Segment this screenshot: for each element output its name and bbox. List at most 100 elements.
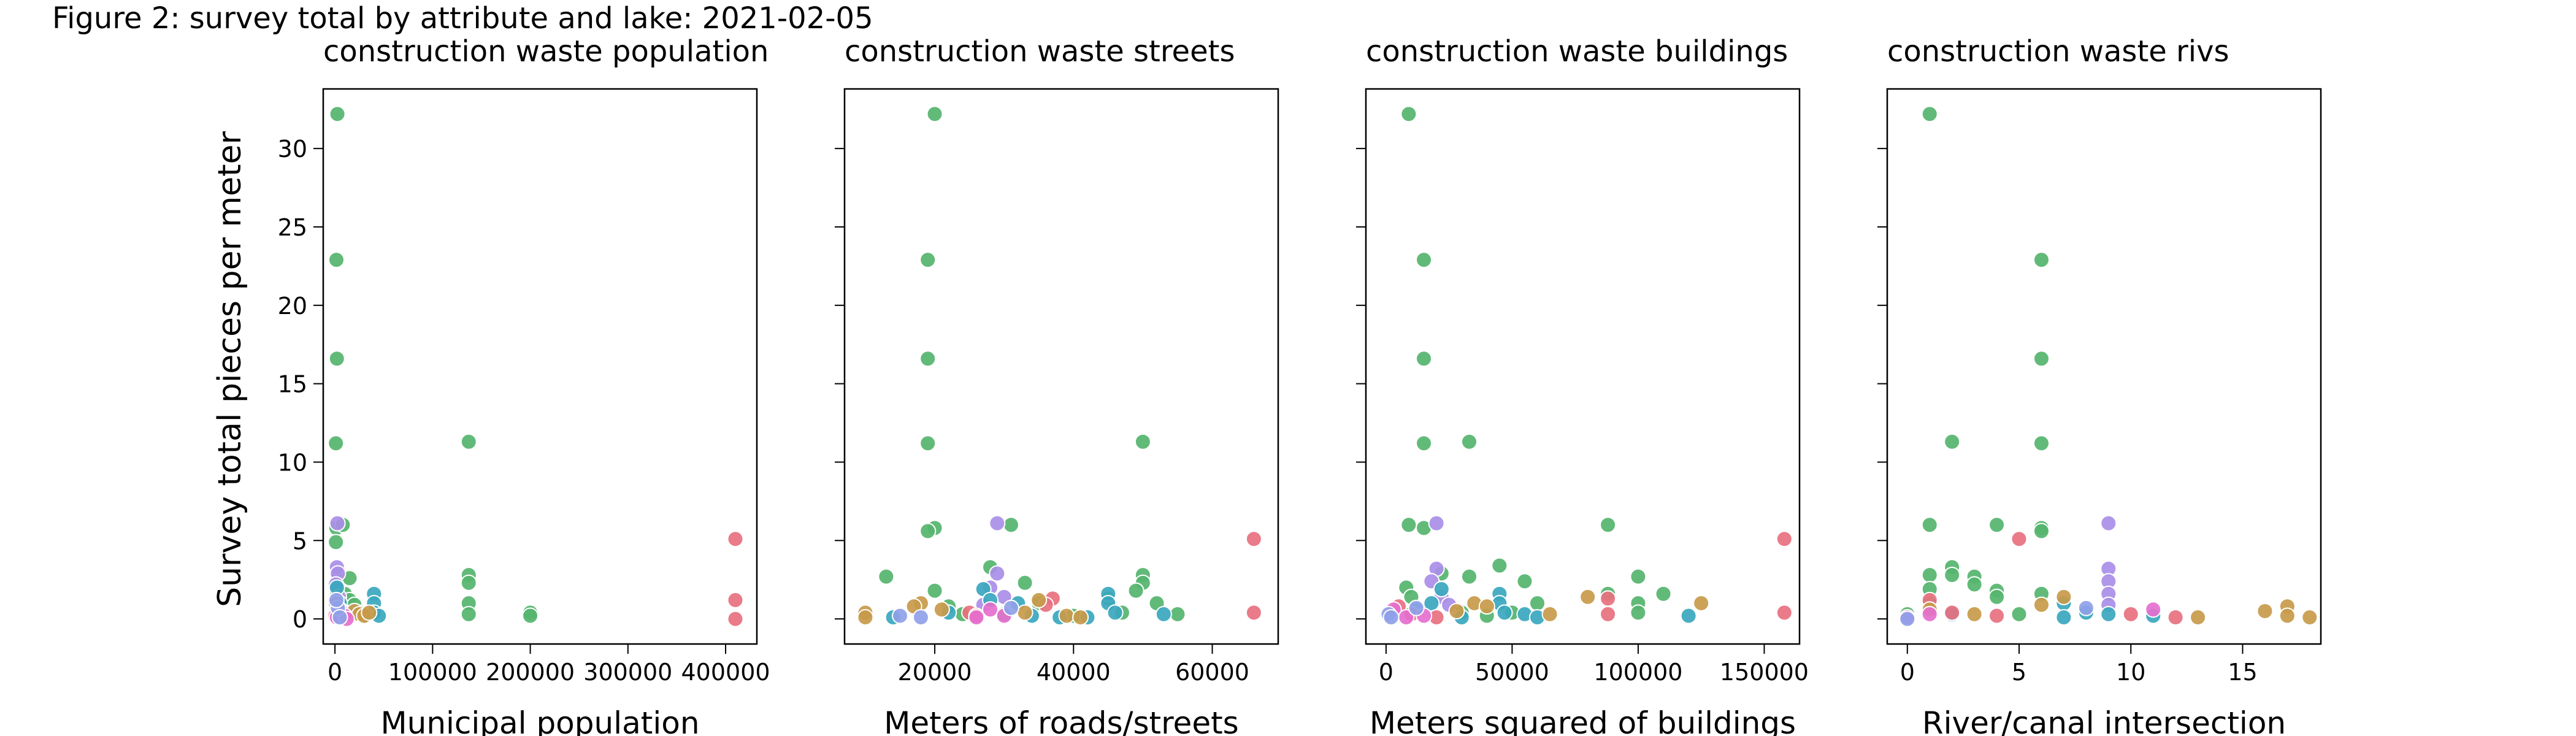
x-tick-label: 5 xyxy=(2012,659,2026,686)
x-tick-label: 40000 xyxy=(1037,659,1111,686)
data-point xyxy=(727,591,744,608)
data-point xyxy=(1529,595,1546,612)
data-point xyxy=(1433,581,1450,598)
series-7 xyxy=(328,591,348,626)
data-point xyxy=(329,515,346,532)
data-point xyxy=(1921,516,1938,534)
data-point xyxy=(328,350,345,367)
data-point xyxy=(460,433,477,450)
data-point xyxy=(919,251,937,269)
subplot-title: construction waste rivs xyxy=(1887,34,2229,69)
data-point xyxy=(2011,605,2028,623)
data-point xyxy=(1693,595,1710,612)
series-2 xyxy=(2100,515,2117,613)
data-point xyxy=(919,523,937,540)
data-point xyxy=(919,350,937,367)
data-point xyxy=(989,565,1006,582)
data-point xyxy=(1478,598,1495,615)
data-point xyxy=(2100,605,2117,623)
data-point xyxy=(1921,567,1938,584)
data-point xyxy=(331,609,348,626)
series-1 xyxy=(328,105,539,624)
data-point xyxy=(328,251,345,269)
data-point xyxy=(1127,582,1144,599)
data-point xyxy=(1655,585,1672,602)
plot-frame xyxy=(322,88,758,645)
subplot-1: construction waste population 0 5 10 15 20 25 3… xyxy=(278,34,770,736)
data-point xyxy=(1516,573,1533,590)
data-point xyxy=(1400,516,1417,534)
data-point xyxy=(328,534,345,551)
data-point xyxy=(1002,599,1019,616)
data-point xyxy=(1541,605,1558,623)
data-point xyxy=(460,574,477,591)
data-point xyxy=(1600,605,1617,623)
data-point xyxy=(1988,607,2006,624)
x-tick-label: 50000 xyxy=(1475,659,1549,686)
data-point xyxy=(1030,591,1048,608)
data-point xyxy=(329,105,346,123)
data-point xyxy=(1155,605,1172,623)
data-point xyxy=(1382,609,1400,626)
data-point xyxy=(926,105,943,123)
x-tick-label: 20000 xyxy=(898,659,972,686)
data-point xyxy=(2055,588,2072,605)
x-axis-label: Meters of roads/streets xyxy=(884,705,1238,736)
x-tick-label: 100000 xyxy=(1593,659,1682,686)
data-point xyxy=(2167,609,2184,626)
series-7 xyxy=(891,599,1019,626)
data-point xyxy=(2279,607,2296,624)
data-point xyxy=(1245,531,1262,548)
x-tick-label: 300000 xyxy=(583,659,672,686)
subplot-3: construction waste buildings 0 50000 100000… xyxy=(1356,34,1809,736)
data-point xyxy=(1944,604,1961,621)
series-1 xyxy=(1398,105,1672,624)
data-point xyxy=(1899,610,1916,627)
data-point xyxy=(1630,568,1647,585)
data-point xyxy=(878,568,895,585)
data-point xyxy=(1461,568,1478,585)
x-tick-label: 10 xyxy=(2116,659,2145,686)
data-point xyxy=(727,531,744,548)
data-point xyxy=(1776,531,1793,548)
y-tick-label: 25 xyxy=(278,214,307,241)
y-tick-label: 0 xyxy=(293,606,307,633)
series-6 xyxy=(1899,601,2162,626)
data-point xyxy=(1428,515,1445,532)
data-point xyxy=(1944,433,1961,450)
data-point xyxy=(1921,605,1938,623)
data-point xyxy=(912,609,929,626)
data-point xyxy=(1776,604,1793,621)
data-point xyxy=(857,609,874,626)
series-1 xyxy=(878,105,1186,624)
subplot-title: construction waste streets xyxy=(845,34,1235,69)
data-point xyxy=(1416,350,1433,367)
data-point xyxy=(1002,516,1019,534)
data-point xyxy=(2055,609,2072,626)
data-point xyxy=(1416,251,1433,269)
series-7 xyxy=(1380,599,1425,626)
data-point xyxy=(1579,588,1597,605)
data-point xyxy=(1134,433,1151,450)
data-point xyxy=(727,610,744,627)
data-point xyxy=(891,607,908,624)
subplot-4: construction waste rivs 0 5 10 15 River/canal… xyxy=(1877,34,2322,736)
x-tick-label: 15 xyxy=(2228,659,2257,686)
series-1 xyxy=(1899,105,2050,623)
data-point xyxy=(1966,605,1983,623)
data-point xyxy=(1408,599,1425,616)
figure-title: Figure 2: survey total by attribute and … xyxy=(52,1,873,36)
data-point xyxy=(2033,350,2050,367)
data-point xyxy=(1461,433,1478,450)
data-point xyxy=(1016,574,1033,591)
data-point xyxy=(968,609,985,626)
data-point xyxy=(2077,599,2095,616)
x-tick-label: 0 xyxy=(1900,659,1915,686)
data-point xyxy=(361,604,378,621)
y-tick-label: 5 xyxy=(293,527,307,554)
x-tick-label: 0 xyxy=(328,659,342,686)
y-tick-label: 30 xyxy=(278,136,307,163)
data-point xyxy=(2190,609,2207,626)
data-point xyxy=(2011,531,2028,548)
